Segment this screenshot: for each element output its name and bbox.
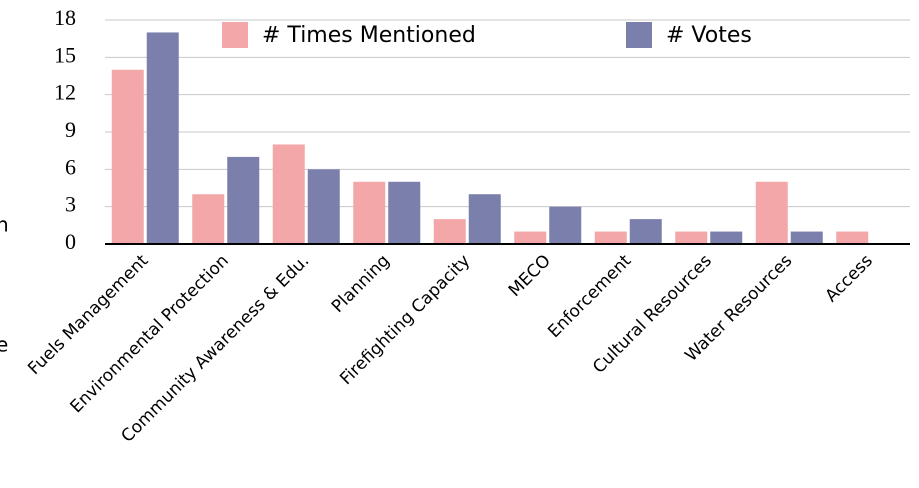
- annotation: n: [0, 213, 9, 237]
- bar: [675, 231, 708, 244]
- annotation: e: [0, 333, 8, 357]
- x-tick-label: Access: [822, 251, 877, 306]
- y-tick-label: 18: [54, 5, 76, 30]
- x-tick-label: Enforcement: [544, 251, 635, 342]
- x-tick-label: Firefighting Capacity: [336, 251, 474, 389]
- y-tick-label: 15: [54, 42, 76, 67]
- bar: [468, 194, 501, 244]
- y-tick-label: 12: [54, 80, 76, 105]
- bar: [227, 156, 260, 244]
- bar: [111, 69, 144, 245]
- bar: [514, 231, 547, 244]
- bar: [307, 169, 340, 244]
- x-tick-label: MECO: [505, 251, 555, 301]
- y-tick-label: 3: [65, 192, 76, 217]
- legend-swatch: [222, 22, 248, 48]
- legend-label: # Votes: [666, 23, 752, 48]
- bar: [549, 206, 582, 244]
- bar: [353, 181, 386, 244]
- x-tick-label: Planning: [328, 251, 394, 317]
- bar: [710, 231, 743, 244]
- bar: [790, 231, 823, 244]
- legend-label: # Times Mentioned: [262, 23, 476, 48]
- bar: [755, 181, 788, 244]
- bar: [594, 231, 627, 244]
- x-tick-label: Environmental Protection: [67, 251, 233, 417]
- bar: [272, 144, 305, 244]
- y-tick-label: 0: [65, 229, 76, 254]
- bar: [146, 32, 179, 244]
- bar: [433, 219, 466, 244]
- y-tick-label: 9: [65, 117, 76, 142]
- bar: [629, 219, 662, 244]
- y-tick-label: 6: [65, 154, 76, 179]
- bar: [836, 231, 869, 244]
- legend-swatch: [626, 22, 652, 48]
- bar: [192, 194, 225, 244]
- bar: [388, 181, 421, 244]
